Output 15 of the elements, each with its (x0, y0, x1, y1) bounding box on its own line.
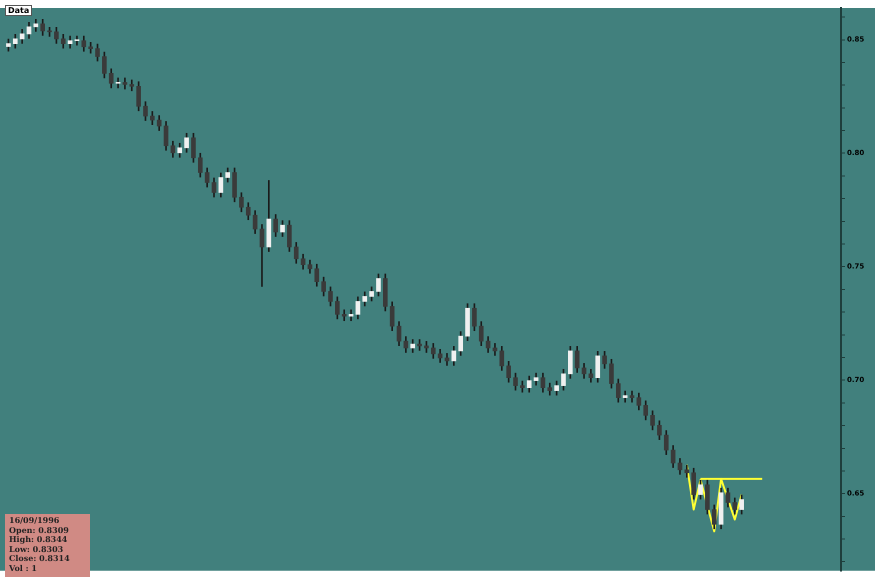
candlestick (74, 36, 80, 46)
candlestick (116, 78, 120, 88)
annotation: Low: 0.8303 (9, 544, 64, 554)
candlestick (630, 390, 634, 403)
chart-title: Data (5, 5, 32, 16)
annotation: 16/09/1996 (9, 515, 60, 526)
candlestick (424, 341, 429, 353)
annotation: Close: 0.8314 (9, 553, 71, 564)
candlestick (444, 353, 450, 366)
candlestick (47, 26, 52, 37)
candlestick (492, 343, 498, 356)
candlestick (348, 309, 354, 322)
annotation: High: 0.8344 (9, 534, 68, 544)
annotation: Open: 0.8309 (9, 524, 70, 535)
annotation: Vol : 1 (9, 562, 38, 573)
